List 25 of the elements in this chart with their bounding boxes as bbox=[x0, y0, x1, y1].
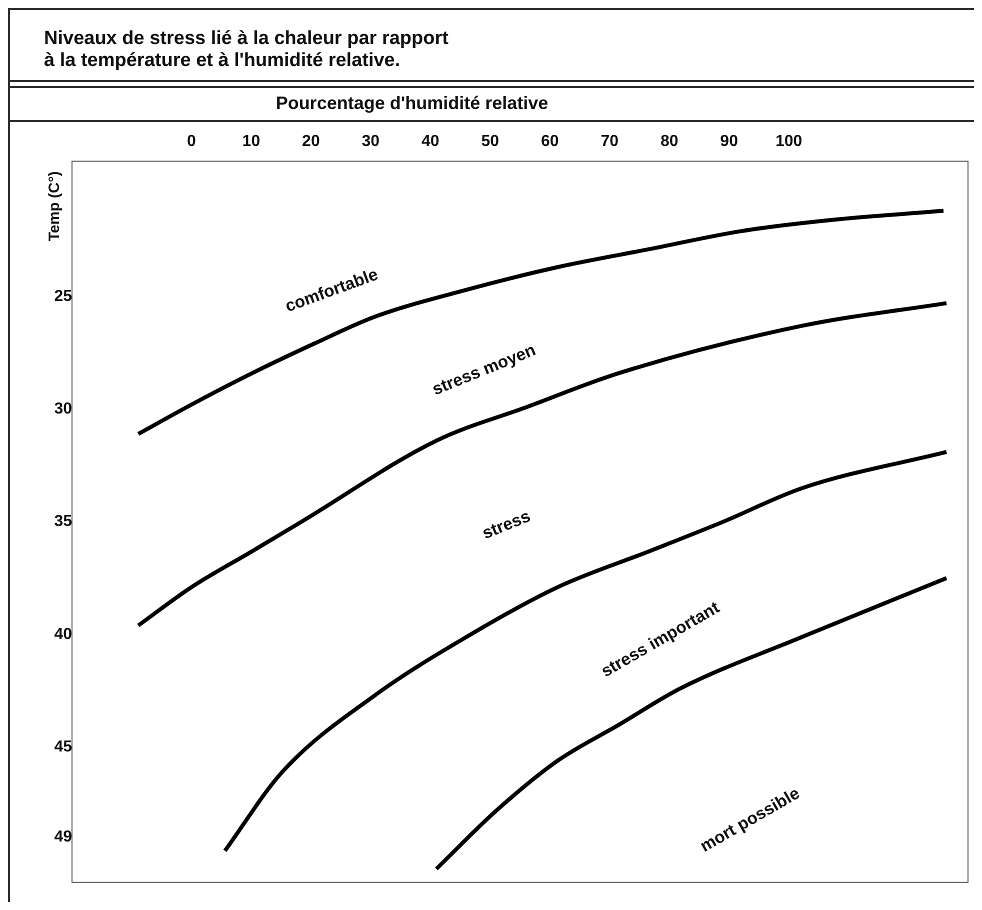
annotation: stress moyen bbox=[429, 340, 538, 399]
x-tick-label: 20 bbox=[302, 133, 320, 150]
chart-title: Niveaux de stress lié à la chaleur par rapport à la température et à l'humidité relative. bbox=[44, 28, 450, 72]
x-tick-label: 70 bbox=[600, 133, 619, 150]
x-tick-label: 60 bbox=[540, 133, 559, 150]
x-tick-label: 0 bbox=[187, 133, 196, 150]
x-tick-label: 100 bbox=[775, 133, 802, 150]
line-series bbox=[222, 450, 948, 853]
x-axis-title: Pourcentage d'humidité relative bbox=[10, 86, 974, 122]
x-tick-label: 50 bbox=[481, 133, 500, 150]
y-tick-label: 49 bbox=[54, 828, 72, 846]
line-series bbox=[434, 576, 948, 871]
y-tick-label: 25 bbox=[54, 288, 72, 305]
y-tick-label: 35 bbox=[54, 513, 72, 530]
y-tick-label: 30 bbox=[54, 400, 72, 418]
y-axis-title: Temp (C°) bbox=[46, 171, 64, 242]
x-tick-label: 80 bbox=[660, 133, 678, 150]
y-tick-label: 40 bbox=[54, 626, 72, 643]
x-tick-label: 90 bbox=[720, 133, 738, 150]
x-tick-label: 40 bbox=[422, 133, 440, 150]
x-tick-label: 10 bbox=[242, 133, 260, 150]
x-tick-label: 30 bbox=[362, 133, 380, 150]
line-series bbox=[136, 208, 946, 436]
annotation: stress bbox=[479, 506, 534, 543]
y-tick-label: 45 bbox=[54, 738, 72, 756]
